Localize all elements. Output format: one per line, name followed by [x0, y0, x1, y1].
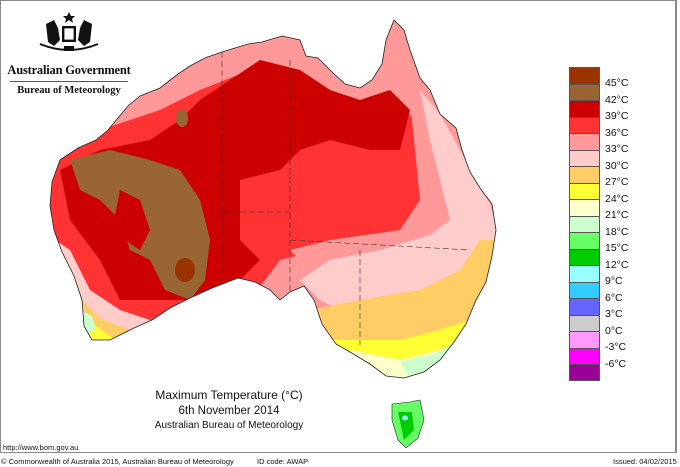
legend-label: 21°C [605, 209, 629, 221]
legend-swatch [569, 232, 600, 249]
government-logo: Australian Government Bureau of Meteorol… [6, 10, 132, 96]
legend-label: 12°C [605, 258, 629, 271]
legend-label: 6°C [605, 291, 623, 304]
issued-date: Issued: 04/02/2015 [613, 457, 677, 466]
copyright: © Commonwealth of Australia 2015, Austra… [1, 457, 234, 466]
website-link[interactable]: http://www.bom.gov.au [3, 443, 79, 452]
legend-swatch [569, 166, 600, 183]
legend-label: 18°C [605, 225, 629, 238]
legend-label: 9°C [605, 275, 623, 287]
legend-label: 24°C [605, 192, 629, 205]
legend-label: 0°C [605, 324, 623, 337]
legend-swatch [569, 347, 600, 364]
legend-swatch [569, 314, 600, 331]
map-source: Australian Bureau of Meteorology [154, 420, 304, 431]
logo-divider [10, 81, 128, 82]
legend-label: 39°C [605, 110, 629, 122]
legend-label: 33°C [605, 143, 629, 155]
legend-swatch [569, 215, 600, 232]
legend-label: 45°C [605, 77, 629, 89]
legend-swatch [569, 281, 600, 298]
legend-label: 42°C [605, 93, 629, 106]
legend-swatch [569, 364, 600, 381]
legend-label: -6°C [605, 357, 627, 370]
map-date: 6th November 2014 [178, 405, 280, 417]
government-name: Australian Government [7, 63, 131, 77]
legend-swatch [569, 100, 600, 117]
map-frame [0, 0, 677, 453]
map-title-block: Maximum Temperature (°C) 6th November 20… [148, 388, 310, 431]
id-code: ID code: AWAP [257, 457, 309, 466]
legend-label: 27°C [605, 176, 629, 188]
legend-swatch [569, 83, 600, 100]
legend-swatch [569, 182, 600, 199]
legend-swatch [569, 331, 600, 348]
agency-name: Bureau of Meteorology [17, 85, 121, 96]
legend-label: 3°C [605, 308, 623, 320]
legend-swatch [569, 149, 600, 166]
legend-label: -3°C [605, 341, 627, 353]
legend-swatch [569, 265, 600, 282]
legend-swatch [569, 248, 600, 265]
legend-label: 30°C [605, 159, 629, 172]
map-title: Maximum Temperature (°C) [155, 388, 303, 402]
legend-swatch [569, 133, 600, 150]
legend-swatch [569, 199, 600, 216]
coat-of-arms-icon [39, 12, 99, 51]
legend-label: 15°C [605, 242, 629, 254]
legend-swatch [569, 298, 600, 315]
temperature-legend: 45°C 42°C 39°C 36°C 33°C 30°C 27°C 24°C 21°C 18°C… [569, 67, 628, 381]
legend-swatch [569, 116, 600, 133]
legend-label: 36°C [605, 126, 629, 139]
legend-swatch [569, 67, 600, 84]
